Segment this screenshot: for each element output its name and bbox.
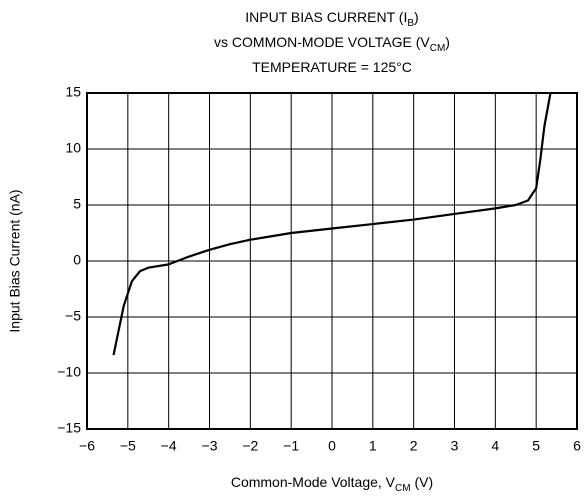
data-line bbox=[112, 92, 552, 356]
x-tick-label: −6 bbox=[79, 438, 95, 454]
chart-title-part: CM bbox=[430, 43, 446, 54]
y-tick-label: −15 bbox=[57, 420, 81, 436]
x-tick-label: 1 bbox=[369, 438, 377, 454]
y-tick-label: −10 bbox=[57, 364, 81, 380]
chart-title: INPUT BIAS CURRENT (IB) bbox=[245, 9, 418, 29]
x-tick-label: −1 bbox=[283, 438, 299, 454]
x-tick-label: 0 bbox=[328, 438, 336, 454]
x-tick-label: −3 bbox=[202, 438, 218, 454]
chart-title: TEMPERATURE = 125°C bbox=[252, 59, 412, 75]
y-tick-label: −5 bbox=[65, 308, 81, 324]
chart-title-part: ) bbox=[445, 34, 450, 50]
x-tick-label: 3 bbox=[451, 438, 459, 454]
y-tick-label: 5 bbox=[73, 196, 81, 212]
x-axis-label-part: Common-Mode Voltage, V bbox=[231, 474, 396, 490]
x-tick-label: 4 bbox=[491, 438, 499, 454]
chart-title-part: INPUT BIAS CURRENT (I bbox=[245, 9, 407, 25]
y-tick-label: 15 bbox=[65, 84, 81, 100]
x-tick-label: 5 bbox=[532, 438, 540, 454]
x-tick-label: −4 bbox=[161, 438, 177, 454]
chart-title: vs COMMON-MODE VOLTAGE (VCM) bbox=[214, 34, 450, 54]
plot-frame bbox=[86, 92, 578, 430]
x-tick-label: −2 bbox=[242, 438, 258, 454]
chart-title-part: vs COMMON-MODE VOLTAGE (V bbox=[214, 34, 430, 50]
chart-title-part: B bbox=[407, 18, 414, 29]
x-tick-label: −5 bbox=[120, 438, 136, 454]
x-axis-label-part: (V) bbox=[411, 474, 434, 490]
y-tick-label: 0 bbox=[73, 252, 81, 268]
x-tick-label: 6 bbox=[573, 438, 581, 454]
y-tick-label: 10 bbox=[65, 140, 81, 156]
x-axis-label: Common-Mode Voltage, VCM (V) bbox=[231, 474, 433, 494]
x-tick-label: 2 bbox=[410, 438, 418, 454]
chart-title-part: TEMPERATURE = 125°C bbox=[252, 59, 412, 75]
chart-title-part: ) bbox=[414, 9, 419, 25]
x-axis-label-part: CM bbox=[395, 483, 411, 494]
y-axis-label: Input Bias Current (nA) bbox=[7, 189, 23, 332]
